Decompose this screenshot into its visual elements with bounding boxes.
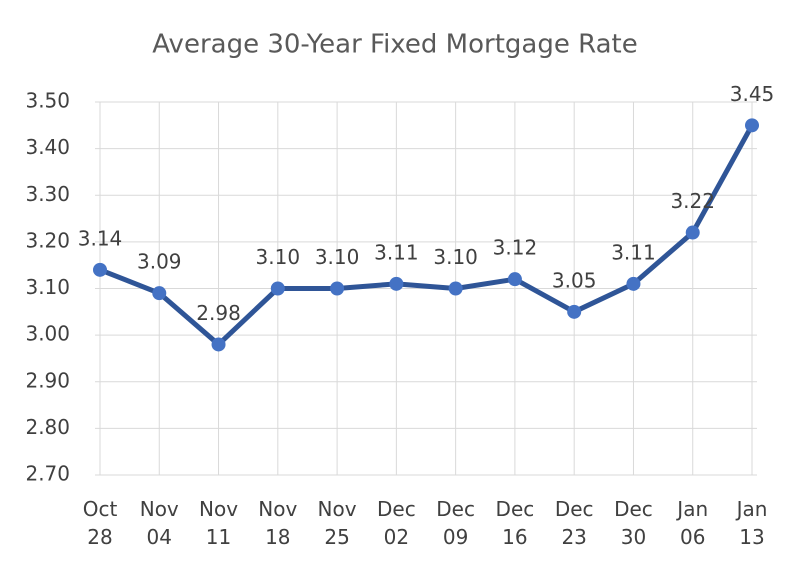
- x-tick-label: Dec 16: [495, 497, 535, 549]
- x-tick-label: Nov 25: [317, 497, 357, 549]
- y-tick-label: 2.70: [25, 462, 70, 486]
- x-tick-label: Dec 23: [554, 497, 594, 549]
- x-tick-label: Jan 13: [736, 497, 768, 549]
- y-tick-label: 3.40: [25, 135, 70, 159]
- data-point: [626, 276, 641, 291]
- data-point: [152, 286, 167, 301]
- data-label: 3.09: [137, 250, 182, 274]
- data-point: [93, 262, 107, 277]
- data-point: [448, 281, 463, 296]
- y-tick-label: 3.20: [25, 228, 70, 252]
- data-label: 3.10: [256, 245, 301, 269]
- x-tick-label: Dec 30: [614, 497, 653, 549]
- x-tick-label: Dec 02: [377, 497, 416, 549]
- x-tick-label: Jan 06: [677, 497, 709, 549]
- data-label: 3.22: [670, 189, 715, 213]
- x-tick-label: Oct 28: [82, 497, 118, 549]
- data-label: 2.98: [196, 301, 241, 325]
- x-tick-label: Nov 18: [258, 497, 298, 549]
- x-tick-label: Nov 11: [199, 497, 239, 549]
- data-line: [99, 124, 755, 347]
- data-point: [211, 337, 226, 352]
- y-tick-label: 3.10: [25, 275, 70, 299]
- chart-title: Average 30-Year Fixed Mortgage Rate: [152, 30, 637, 60]
- data-label: 3.11: [374, 240, 419, 264]
- data-point: [685, 225, 700, 240]
- y-tick-label: 3.50: [25, 89, 70, 113]
- data-point: [507, 272, 522, 287]
- data-label: 3.14: [78, 226, 123, 250]
- y-tick-label: 2.90: [25, 368, 70, 392]
- data-label: 3.10: [433, 245, 478, 269]
- y-tick-label: 3.00: [25, 322, 70, 346]
- y-tick-label: 3.30: [25, 182, 70, 206]
- x-tick-label: Dec 09: [436, 497, 475, 549]
- data-point: [330, 281, 345, 296]
- x-tick-label: Nov 04: [139, 497, 179, 549]
- data-label: 3.45: [730, 82, 775, 106]
- data-label: 3.12: [493, 236, 538, 260]
- y-tick-label: 2.80: [25, 415, 70, 439]
- data-point: [270, 281, 285, 296]
- data-point: [745, 118, 759, 133]
- data-label: 3.11: [611, 240, 656, 264]
- data-point: [389, 276, 404, 291]
- data-label: 3.10: [315, 245, 360, 269]
- data-point: [567, 304, 582, 319]
- data-label: 3.05: [552, 268, 597, 292]
